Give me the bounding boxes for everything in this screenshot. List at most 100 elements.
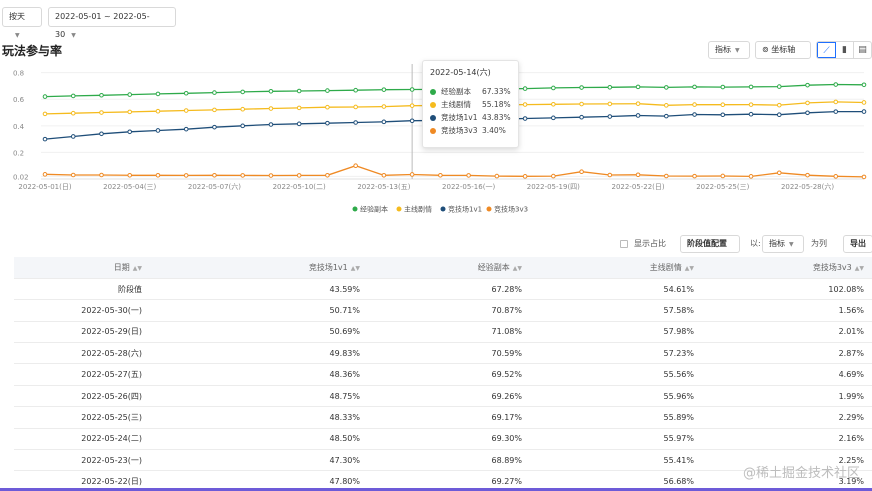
column-header-date[interactable]: 日期 ▲▼ — [14, 257, 162, 279]
data-point — [409, 118, 415, 124]
column-header-label: 竞技场1v1 — [308, 262, 348, 272]
tooltip-row: 竞技场1v1 43.83% — [430, 111, 511, 124]
data-point — [692, 112, 697, 117]
table-cell: 55.41% — [530, 449, 702, 472]
date-range-picker[interactable]: 2022-05-01 ~ 2022-05-30 ▼ — [48, 7, 176, 39]
pivot-select[interactable]: 指标 ▼ — [762, 235, 804, 253]
data-point — [99, 131, 104, 137]
data-point — [805, 110, 810, 116]
data-point — [381, 104, 387, 109]
data-point — [579, 169, 584, 174]
table-cell: 70.59% — [368, 342, 530, 365]
chart-tooltip: 2022-05-14(六) 经验副本 67.33% 主线剧情 55.18% 竞技… — [422, 60, 519, 148]
data-point — [522, 102, 528, 107]
export-button[interactable]: 导出 — [843, 235, 872, 253]
table-cell: 57.98% — [530, 321, 702, 344]
table-cell: 69.26% — [368, 385, 530, 408]
data-point — [183, 90, 189, 96]
column-header-label: 主线剧情 — [649, 262, 682, 272]
chevron-down-icon: ▼ — [15, 32, 20, 39]
table-cell: 2022-05-28(六) — [14, 342, 162, 365]
column-header-exp-dungeon[interactable]: 经验副本 ▲▼ — [368, 257, 530, 279]
tooltip-series-name: 竞技场3v3 — [441, 126, 478, 135]
table-header-row: 日期 ▲▼ 竞技场1v1 ▲▼ 经验副本 ▲▼ 主线剧情 ▲▼ 竞技场3v3 ▲▼ — [14, 257, 872, 279]
data-point — [522, 174, 528, 179]
data-point — [127, 172, 133, 178]
line-chart-icon[interactable]: ⟋ — [817, 42, 836, 58]
table-cell: 48.50% — [162, 428, 368, 451]
tooltip-row: 竞技场3v3 3.40% — [430, 124, 511, 137]
data-point — [579, 114, 584, 120]
column-header-label: 竞技场3v3 — [812, 262, 852, 272]
table-cell: 69.52% — [368, 363, 530, 386]
table-cell: 2022-05-30(一) — [14, 299, 162, 322]
data-point — [720, 102, 726, 108]
data-point — [212, 124, 217, 130]
series-dot-icon — [430, 114, 436, 121]
sort-icon[interactable]: ▲▼ — [350, 264, 360, 272]
axis-button[interactable]: ⊚ 坐标轴 — [755, 41, 811, 59]
data-point — [776, 170, 782, 176]
table-cell: 47.30% — [162, 449, 368, 472]
x-tick-label: 2022-05-04(三) — [103, 183, 156, 191]
watermark: @稀土掘金技术社区 — [742, 466, 860, 481]
bottom-bar — [0, 488, 872, 491]
series-dot-icon — [430, 101, 436, 108]
column-header-arena1v1[interactable]: 竞技场1v1 ▲▼ — [162, 257, 368, 279]
data-point — [99, 172, 104, 178]
chevron-down-icon: ▼ — [71, 32, 76, 39]
data-point — [776, 112, 782, 118]
data-point — [70, 93, 76, 99]
y-tick-label: 0.4 — [13, 123, 25, 131]
axis-button-label: 坐标轴 — [771, 45, 796, 54]
tooltip-series-value: 43.83% — [482, 113, 511, 122]
data-point — [861, 100, 867, 105]
table-cell: 阶段值 — [14, 278, 162, 301]
data-point — [212, 90, 217, 95]
table-cell: 2022-05-27(五) — [14, 363, 162, 386]
granularity-select[interactable]: 按天 ▼ — [2, 7, 42, 39]
data-point — [833, 99, 839, 105]
data-point — [70, 172, 76, 178]
stage-config-button[interactable]: 阶段值配置 — [680, 235, 740, 253]
series-dot-icon — [430, 127, 436, 134]
target-icon: ⊚ — [762, 45, 769, 54]
data-point — [833, 174, 839, 179]
checkbox-icon[interactable] — [620, 240, 628, 248]
sort-icon[interactable]: ▲▼ — [132, 264, 142, 272]
table-cell: 54.61% — [530, 278, 702, 301]
metric-select[interactable]: 指标 ▼ — [708, 41, 750, 59]
table-cell: 70.87% — [368, 299, 530, 322]
table-cell: 2022-05-29(日) — [14, 321, 162, 344]
data-point — [579, 85, 584, 90]
table-row: 2022-05-28(六) 49.83% 70.59% 57.23% 2.87% — [14, 342, 872, 365]
legend-dot-icon — [396, 206, 402, 212]
x-tick-label: 2022-05-10(二) — [273, 183, 326, 191]
column-header-label: 经验副本 — [477, 262, 510, 272]
x-tick-label: 2022-05-22(日) — [611, 183, 664, 191]
table-row: 2022-05-23(一) 47.30% 68.89% 55.41% 2.25% — [14, 449, 872, 472]
sort-icon[interactable]: ▲▼ — [684, 264, 694, 272]
table-cell: 47.80% — [162, 470, 368, 491]
data-point — [748, 84, 754, 90]
show-ratio-checkbox[interactable]: 显示占比 — [620, 235, 666, 253]
metric-select-label: 指标 — [715, 45, 731, 54]
data-point — [183, 173, 189, 178]
column-header-main-story[interactable]: 主线剧情 ▲▼ — [530, 257, 702, 279]
data-point — [155, 108, 161, 114]
sort-icon[interactable]: ▲▼ — [854, 264, 864, 272]
column-header-arena3v3[interactable]: 竞技场3v3 ▲▼ — [702, 257, 872, 279]
tooltip-series-name: 主线剧情 — [441, 100, 471, 109]
stacked-bar-icon[interactable]: ▤ — [858, 45, 867, 55]
data-point — [635, 113, 641, 118]
table-cell: 50.71% — [162, 299, 368, 322]
sort-icon[interactable]: ▲▼ — [512, 264, 522, 272]
pivot-prefix-label: 以: — [750, 239, 761, 248]
bar-chart-icon[interactable]: ▮ — [836, 42, 854, 58]
data-point — [522, 86, 528, 91]
table-row: 2022-05-22(日) 47.80% 69.27% 56.68% 3.19% — [14, 470, 872, 491]
data-point — [635, 172, 641, 178]
data-point — [861, 174, 867, 180]
table-cell: 67.28% — [368, 278, 530, 301]
data-point — [748, 102, 754, 107]
